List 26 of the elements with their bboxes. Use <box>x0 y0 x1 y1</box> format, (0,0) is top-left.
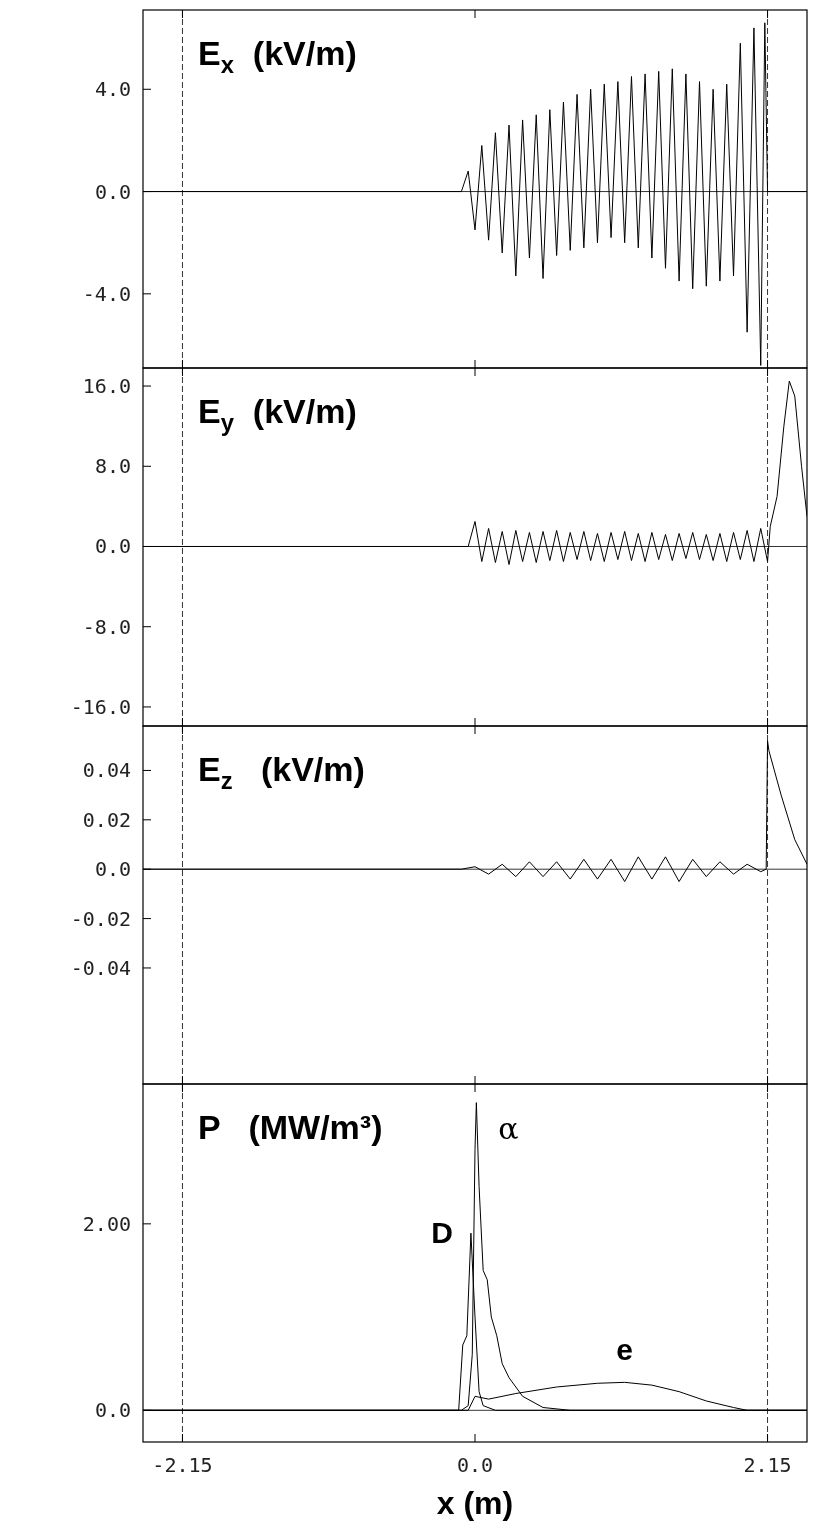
y-tick-label: 0.04 <box>82 758 131 783</box>
x-axis-title: x (m) <box>436 1485 514 1521</box>
text: E$_{x}$ (kV/m) <box>198 34 357 79</box>
y-tick-label: -0.02 <box>70 906 131 931</box>
y-tick-label: 0.0 <box>94 179 131 204</box>
y-tick-label: 16.0 <box>82 374 131 399</box>
y-tick-label: 0.02 <box>82 807 131 832</box>
x-tick-label: -2.15 <box>152 1453 213 1477</box>
y-tick-label: 2.00 <box>82 1211 131 1236</box>
y-tick-label: -8.0 <box>82 614 131 639</box>
y-tick-label: -4.0 <box>82 281 131 306</box>
y-tick-label: -16.0 <box>70 694 131 719</box>
y-tick-label: 0.0 <box>94 1398 131 1423</box>
series-label: D <box>431 1216 453 1250</box>
text: E$_{y}$ (kV/m) <box>198 392 357 437</box>
text: P (MW/m³) <box>198 1108 383 1146</box>
y-tick-label: 4.0 <box>94 77 131 102</box>
x-tick-label: 2.15 <box>743 1453 792 1477</box>
text: E$_{z}$ (kV/m) <box>198 750 365 795</box>
y-tick-label: 8.0 <box>94 454 131 479</box>
legend-label: α <box>498 1110 519 1146</box>
y-tick-label: 0.0 <box>94 534 131 559</box>
x-tick-label: 0.0 <box>456 1453 494 1477</box>
series-label: e <box>616 1333 634 1367</box>
y-tick-label: 0.0 <box>94 857 131 882</box>
y-tick-label: -0.04 <box>70 955 131 980</box>
